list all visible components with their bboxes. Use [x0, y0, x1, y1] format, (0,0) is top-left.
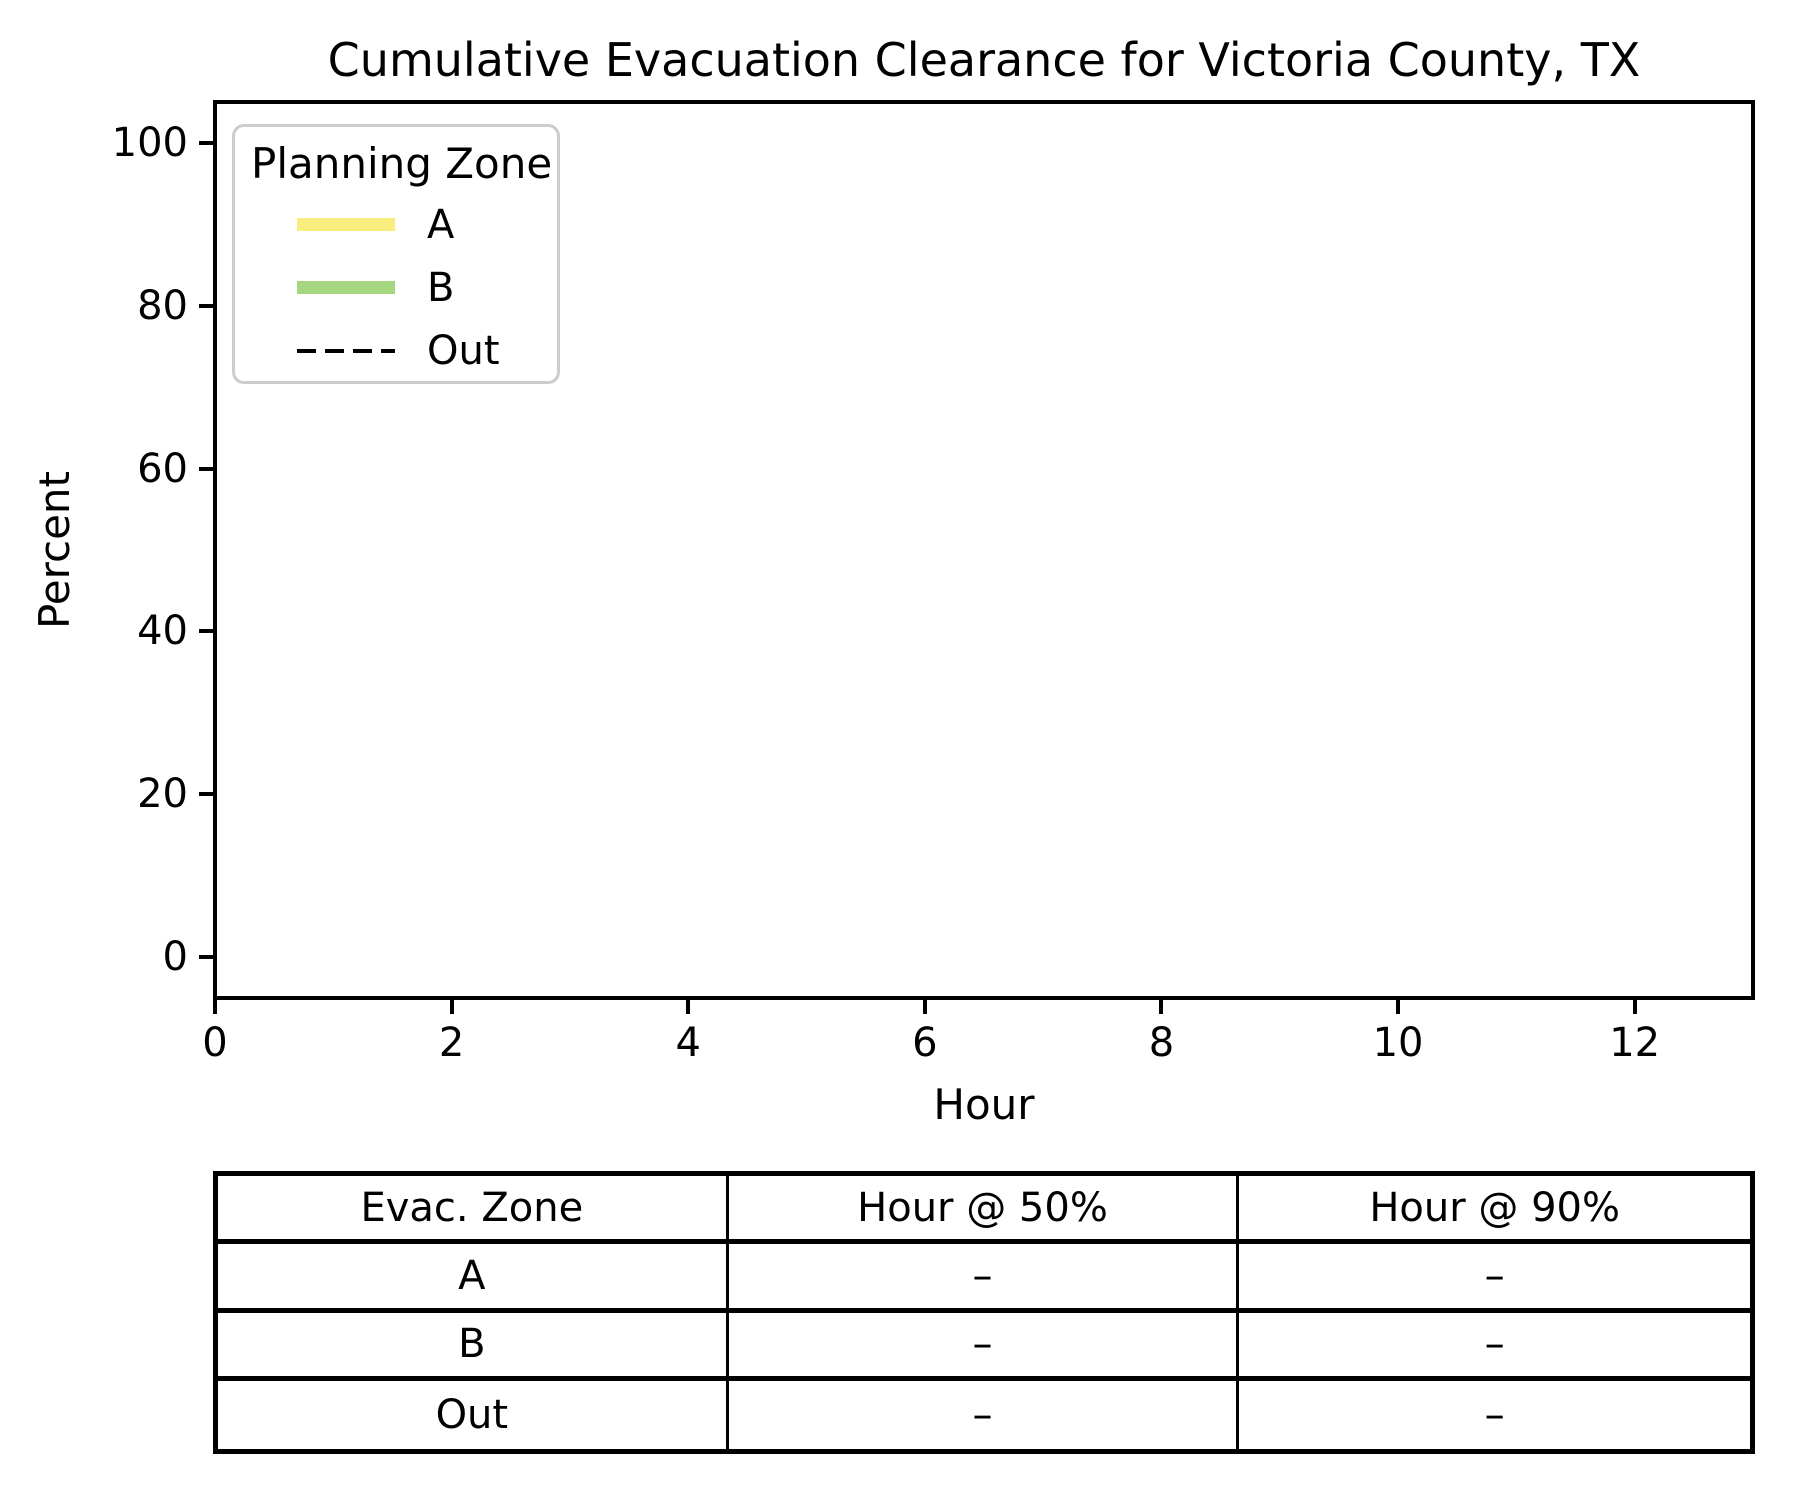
solid-line-icon [297, 281, 395, 294]
dashed-line-icon [297, 348, 395, 353]
x-tick-mark [1396, 1000, 1401, 1014]
x-tick-label: 0 [202, 1020, 228, 1066]
x-tick-mark [686, 1000, 691, 1014]
x-tick-label: 2 [438, 1020, 465, 1066]
x-tick-mark [1159, 1000, 1164, 1014]
y-tick-mark [199, 629, 213, 634]
table-cell: Out [218, 1380, 729, 1449]
y-axis-label: Percent [30, 470, 79, 630]
summary-table: Evac. Zone Hour @ 50% Hour @ 90% A – – B – – Out –… [213, 1171, 1755, 1454]
table-cell: – [728, 1244, 1240, 1313]
y-tick-mark [199, 140, 213, 145]
y-tick-mark [199, 303, 213, 308]
x-tick-mark [1632, 1000, 1637, 1014]
legend-entry-label: B [427, 264, 455, 311]
table-cell: A [218, 1244, 729, 1313]
table-cell: – [1484, 1391, 1505, 1438]
legend-entry-label: A [427, 201, 455, 248]
x-axis-label: Hour [933, 1080, 1035, 1129]
y-tick-mark [199, 466, 213, 471]
legend-entry: Out [251, 319, 541, 382]
legend-entries: A B Out [251, 193, 541, 382]
table-header-cell: Evac. Zone [218, 1176, 729, 1245]
y-tick-label: 60 [137, 445, 188, 492]
legend-entry: A [251, 193, 541, 256]
table-cell: B [218, 1312, 729, 1381]
table-header-cell: Hour @ 90% [1239, 1176, 1750, 1245]
legend-entry-label: Out [427, 327, 500, 374]
y-tick-label: 0 [162, 934, 188, 981]
table-cell: – [728, 1312, 1240, 1381]
x-tick-label: 4 [675, 1020, 701, 1066]
solid-line-icon [297, 218, 395, 231]
x-tick-mark [922, 1000, 927, 1014]
x-tick-label: 10 [1372, 1020, 1424, 1066]
y-tick-label: 100 [111, 119, 188, 166]
table-header-cell: Hour @ 50% [728, 1176, 1240, 1245]
x-tick-label: 12 [1609, 1020, 1661, 1066]
x-tick-mark [213, 1000, 217, 1014]
legend-swatch-out-icon [297, 348, 395, 353]
y-tick-label: 20 [137, 771, 188, 818]
y-tick-mark [199, 955, 213, 960]
legend-entry: B [251, 256, 541, 319]
legend-swatch-a-icon [297, 218, 395, 231]
legend: Planning Zone A B Out [232, 124, 560, 384]
table-cell: – [1239, 1313, 1750, 1381]
x-tick-mark [449, 1000, 454, 1014]
legend-title: Planning Zone [251, 139, 553, 188]
x-tick-label: 8 [1148, 1020, 1175, 1066]
y-tick-label: 40 [137, 608, 188, 655]
y-tick-label: 80 [137, 282, 188, 329]
x-tick-label: 6 [912, 1020, 938, 1066]
legend-swatch-b-icon [297, 281, 395, 294]
table-cell: – [729, 1380, 1240, 1449]
chart-title: Cumulative Evacuation Clearance for Vict… [327, 33, 1641, 87]
y-tick-mark [199, 792, 213, 797]
table-cell: – [1239, 1244, 1750, 1313]
